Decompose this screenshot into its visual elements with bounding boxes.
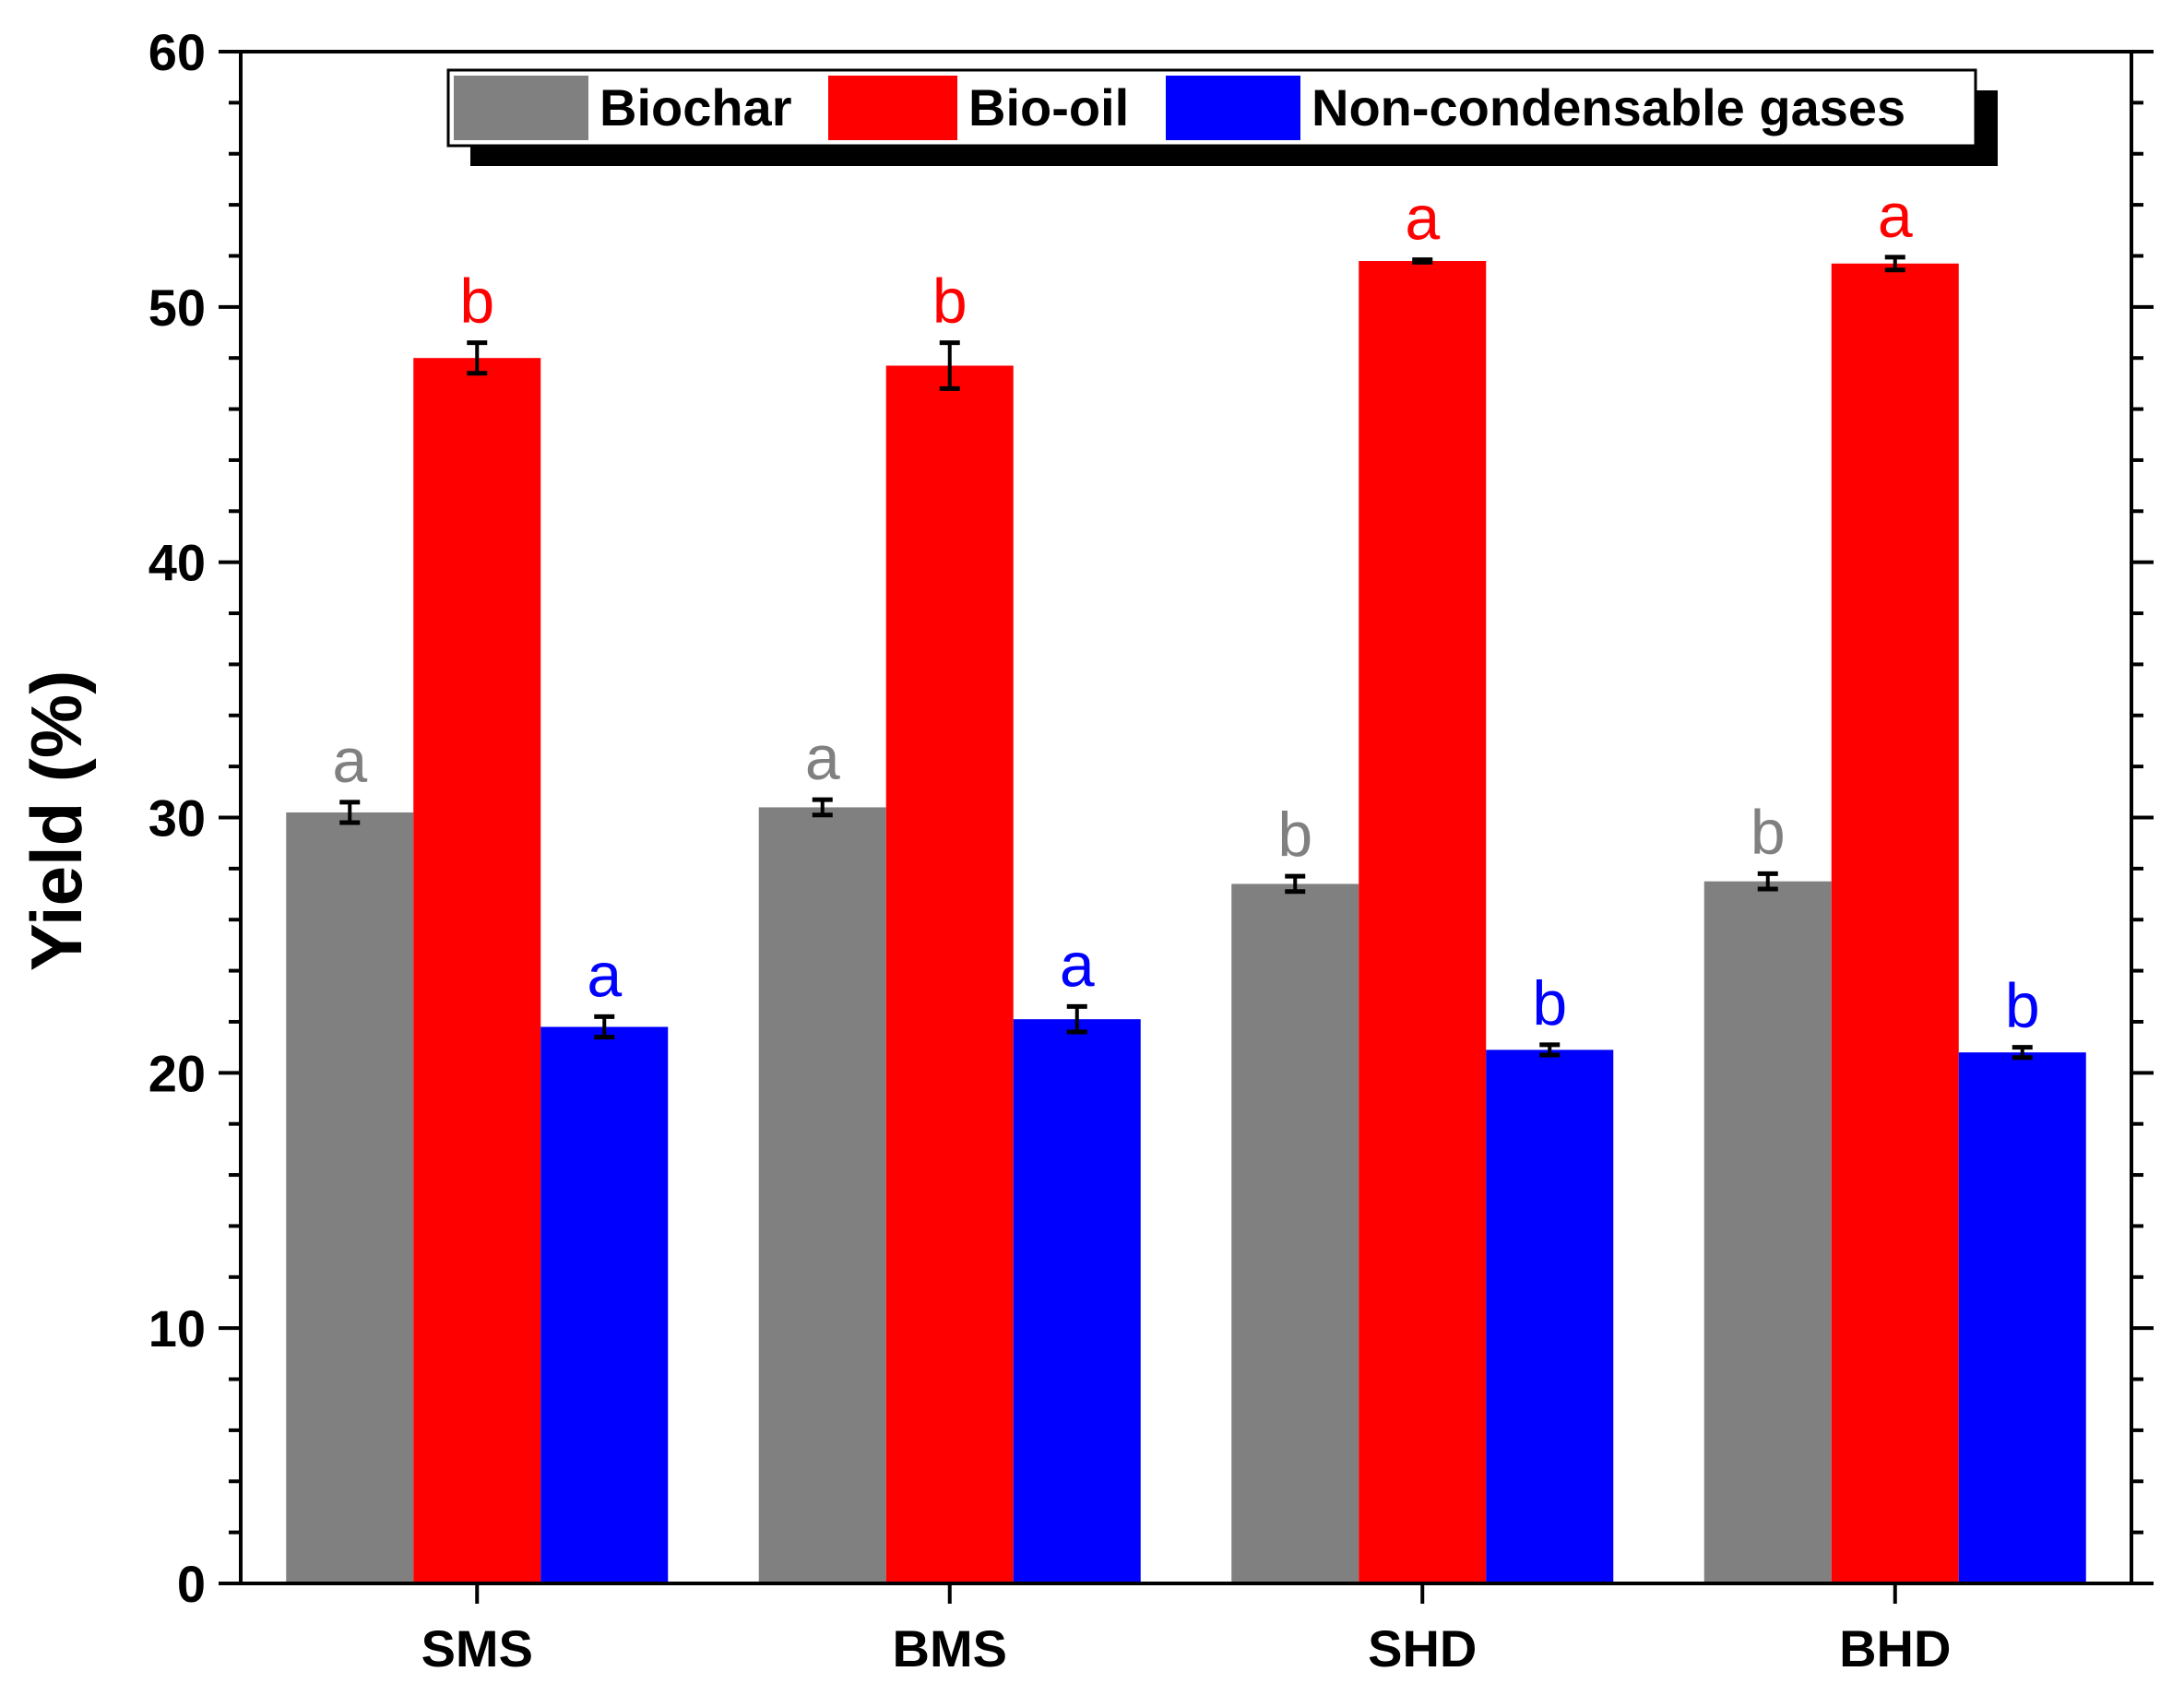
y-tick-label: 0 [177, 1555, 206, 1613]
x-tick-label-bms: BMS [893, 1619, 1007, 1677]
x-tick-label-sms: SMS [421, 1619, 533, 1677]
legend-label-biochar: Biochar [599, 78, 792, 136]
error-bars-layer [339, 255, 2033, 1061]
bar-non-condensable-gases-bms [1013, 1019, 1141, 1583]
significance-letter-bio-oil-shd: a [1405, 184, 1440, 254]
significance-letter-non-condensable-gases-sms: a [587, 940, 622, 1010]
y-axis-title: Yield (%) [16, 670, 97, 971]
bar-bio-oil-shd [1359, 261, 1487, 1584]
y-tick-label: 60 [148, 23, 206, 81]
legend-swatch-bio-oil [828, 76, 957, 140]
significance-letter-non-condensable-gases-shd: b [1532, 968, 1567, 1038]
legend-label-non-condensable-gases: Non-condensable gases [1312, 78, 1905, 136]
axes-layer: 0 10 20 30 40 50 60 SMS BMS SHD BHD [148, 23, 2154, 1677]
bars-layer [286, 261, 2086, 1584]
legend-label-bio-oil: Bio-oil [968, 78, 1129, 136]
significance-letter-non-condensable-gases-bhd: b [2005, 971, 2040, 1041]
y-tick-label: 40 [148, 534, 206, 592]
bar-biochar-shd [1231, 883, 1359, 1583]
y-tick-label: 20 [148, 1044, 206, 1102]
legend-swatch-non-condensable-gases [1166, 76, 1300, 140]
bar-biochar-bhd [1703, 881, 1832, 1583]
bar-bio-oil-bms [885, 365, 1014, 1583]
significance-letter-bio-oil-bms: b [932, 267, 967, 337]
bar-bio-oil-sms [413, 358, 541, 1584]
significance-letter-biochar-shd: b [1277, 800, 1312, 870]
significance-letter-non-condensable-gases-bms: a [1060, 930, 1095, 1000]
bar-non-condensable-gases-shd [1486, 1049, 1614, 1583]
bar-biochar-sms [286, 812, 414, 1583]
y-tick-label: 10 [148, 1299, 206, 1357]
significance-letter-biochar-bhd: b [1751, 797, 1786, 867]
significance-letter-biochar-bms: a [805, 723, 840, 793]
y-tick-label: 30 [148, 789, 206, 848]
bar-non-condensable-gases-bhd [1958, 1052, 2086, 1583]
bar-biochar-bms [758, 807, 886, 1583]
x-tick-label-bhd: BHD [1839, 1619, 1951, 1677]
significance-letter-bio-oil-sms: b [459, 267, 494, 337]
legend: Biochar Bio-oil Non-condensable gases [446, 68, 1998, 166]
significance-letters-layer: a b a a b a b a b b a b [332, 181, 2039, 1041]
significance-letter-biochar-sms: a [332, 726, 367, 796]
legend-swatch-biochar [454, 76, 588, 140]
bar-bio-oil-bhd [1831, 263, 1959, 1583]
significance-letter-bio-oil-bhd: a [1878, 181, 1913, 251]
bar-non-condensable-gases-sms [540, 1026, 669, 1583]
y-tick-label: 50 [148, 279, 206, 337]
x-tick-label-shd: SHD [1368, 1619, 1477, 1677]
